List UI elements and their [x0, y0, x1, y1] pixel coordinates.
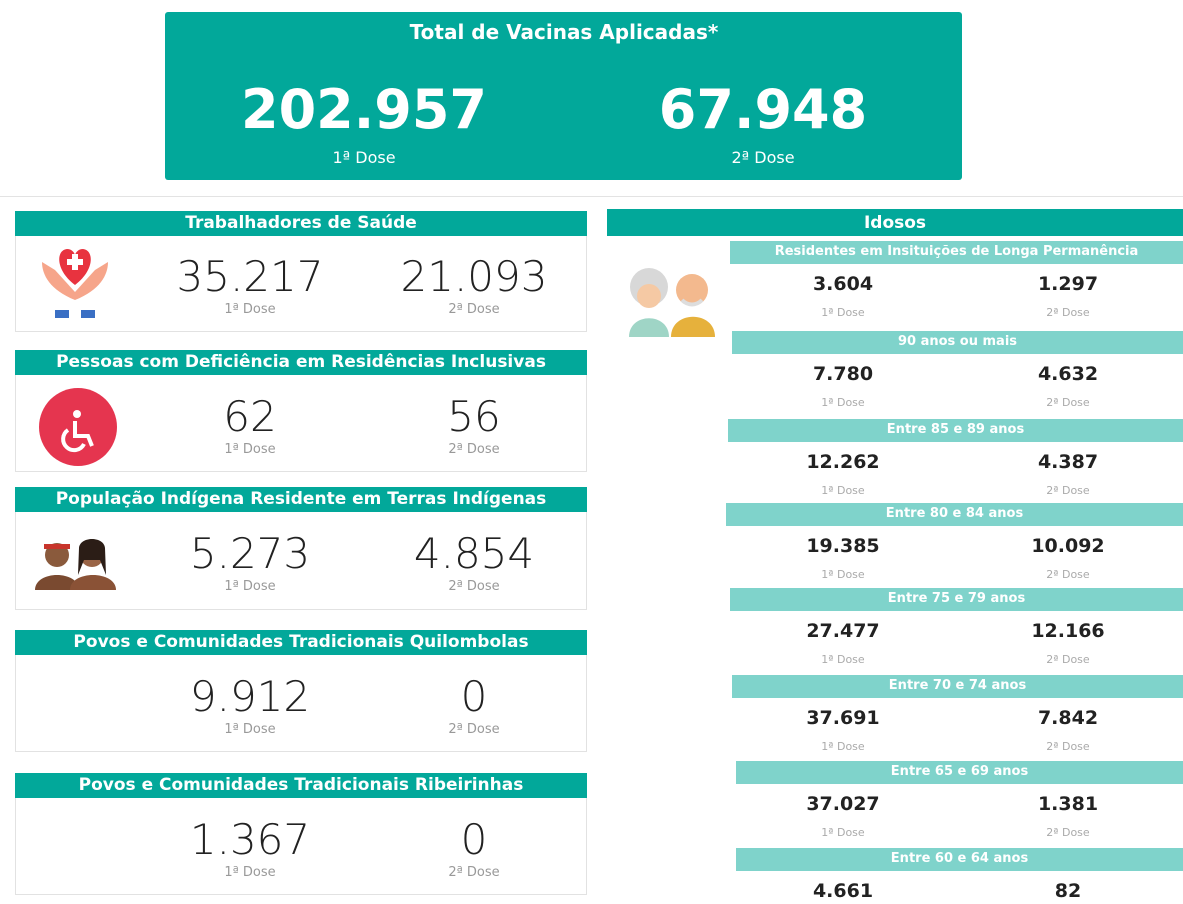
dose-label: 1ª Dose — [821, 740, 865, 753]
subgroup-header — [726, 503, 1183, 526]
group-header — [15, 773, 587, 798]
dose-label: 1ª Dose — [821, 484, 865, 497]
idosos-title: Idosos — [863, 213, 927, 233]
dose-value: 82 — [1054, 880, 1082, 902]
dose-label: 1ª Dose — [224, 579, 276, 594]
dose-value: 4.632 — [1037, 363, 1099, 385]
dose-label: 2ª Dose — [1046, 826, 1090, 839]
total-title: Total de Vacinas Aplicadas* — [409, 20, 719, 44]
divider — [0, 196, 1183, 197]
subgroup-header — [736, 848, 1183, 871]
dose-value: 4.854 — [413, 529, 535, 578]
dose-value: 1.381 — [1037, 793, 1099, 815]
subgroup-title: Entre 75 e 79 anos — [887, 591, 1026, 606]
total-label: 2ª Dose — [731, 148, 795, 167]
dose-label: 2ª Dose — [1046, 396, 1090, 409]
dose-value: 5.273 — [189, 529, 311, 578]
subgroup-title: Entre 80 e 84 anos — [885, 506, 1024, 521]
dose-value: 4.661 — [812, 880, 874, 902]
subgroup-title: Entre 65 e 69 anos — [890, 764, 1029, 779]
dose-label: 2ª Dose — [1046, 653, 1090, 666]
dose-value: 0 — [460, 671, 488, 721]
idosos-header — [607, 209, 1183, 236]
dose-label: 2ª Dose — [1046, 306, 1090, 319]
dose-value: 9.912 — [189, 671, 311, 721]
dose-label: 1ª Dose — [821, 396, 865, 409]
dose-value: 12.262 — [806, 451, 880, 473]
total-box — [165, 12, 962, 180]
dose-value: 27.477 — [806, 620, 880, 642]
dose-value: 7.780 — [812, 363, 874, 385]
dose-label: 2ª Dose — [448, 441, 500, 457]
group-header — [15, 211, 587, 236]
dose-label: 1ª Dose — [821, 653, 865, 666]
dose-value: 21.093 — [400, 252, 548, 301]
dose-value: 37.027 — [806, 793, 880, 815]
subgroup-title: Entre 70 e 74 anos — [888, 678, 1027, 693]
group-title: Pessoas com Deficiência em Residências I… — [56, 352, 546, 372]
dose-label: 2ª Dose — [1046, 740, 1090, 753]
dose-label: 2ª Dose — [1046, 568, 1090, 581]
dose-value: 4.387 — [1037, 451, 1099, 473]
elderly-icon — [629, 268, 715, 337]
dose-value: 10.092 — [1031, 535, 1105, 557]
dose-label: 1ª Dose — [821, 826, 865, 839]
group-header — [15, 350, 587, 375]
subgroup-title: 90 anos ou mais — [897, 334, 1018, 349]
group-title: Povos e Comunidades Tradicionais Ribeiri… — [78, 775, 524, 795]
dose-value: 7.842 — [1037, 707, 1099, 729]
group-title: Trabalhadores de Saúde — [185, 213, 417, 233]
dose-value: 19.385 — [806, 535, 880, 557]
subgroup-header — [732, 675, 1183, 698]
dose-label: 2ª Dose — [448, 864, 500, 880]
subgroup-header — [728, 419, 1183, 442]
dose-label: 1ª Dose — [821, 306, 865, 319]
dose-label: 1ª Dose — [224, 441, 276, 457]
subgroup-title: Residentes em Insituições de Longa Perma… — [774, 244, 1139, 259]
total-value: 202.957 — [241, 78, 487, 141]
dose-label: 1ª Dose — [224, 721, 276, 737]
dose-value: 3.604 — [812, 273, 874, 295]
dose-label: 2ª Dose — [1046, 484, 1090, 497]
dose-value: 56 — [447, 391, 501, 441]
subgroup-header — [736, 761, 1183, 784]
dose-label: 1ª Dose — [224, 864, 276, 880]
subgroup-header — [732, 331, 1183, 354]
subgroup-title: Entre 85 e 89 anos — [886, 422, 1025, 437]
subgroup-title: Entre 60 e 64 anos — [890, 851, 1029, 866]
dose-value: 62 — [223, 391, 277, 441]
total-label: 1ª Dose — [332, 148, 396, 167]
dose-value: 1.297 — [1037, 273, 1099, 295]
subgroup-header — [730, 241, 1183, 264]
dose-value: 1.367 — [189, 814, 311, 864]
total-value: 67.948 — [658, 78, 868, 141]
group-header — [15, 487, 587, 512]
group-header — [15, 630, 587, 655]
dose-label: 1ª Dose — [224, 302, 276, 317]
group-title: Povos e Comunidades Tradicionais Quilomb… — [73, 632, 529, 652]
dose-label: 1ª Dose — [821, 568, 865, 581]
dose-value: 37.691 — [806, 707, 880, 729]
dose-label: 2ª Dose — [448, 302, 500, 317]
subgroup-header — [730, 588, 1183, 611]
dose-value: 35.217 — [176, 252, 324, 301]
dose-value: 0 — [460, 814, 488, 864]
dose-label: 2ª Dose — [448, 579, 500, 594]
group-title: População Indígena Residente em Terras I… — [55, 489, 547, 509]
dose-value: 12.166 — [1031, 620, 1105, 642]
dose-label: 2ª Dose — [448, 721, 500, 737]
